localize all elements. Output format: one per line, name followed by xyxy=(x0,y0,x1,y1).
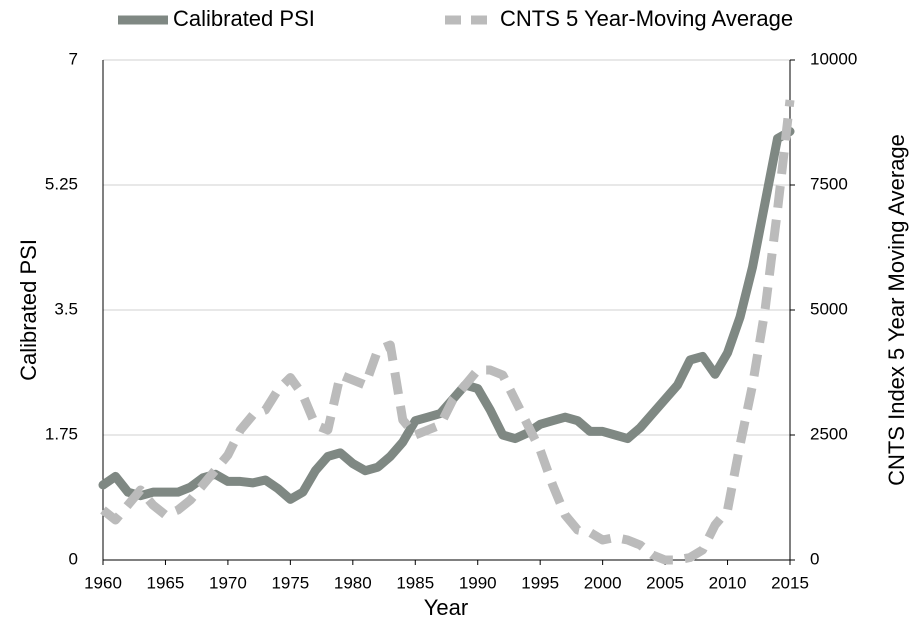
y-tick-label: 7 xyxy=(69,49,78,68)
legend-label: CNTS 5 Year-Moving Average xyxy=(500,6,793,31)
y-tick-label: 5.25 xyxy=(45,174,78,193)
y-tick-label: 0 xyxy=(69,549,78,568)
x-tick-label: 2015 xyxy=(771,573,809,592)
x-tick-label: 1975 xyxy=(271,573,309,592)
x-tick-label: 2000 xyxy=(584,573,622,592)
x-tick-label: 1980 xyxy=(334,573,372,592)
y2-tick-label: 0 xyxy=(810,549,819,568)
x-axis-label: Year xyxy=(424,595,468,620)
x-tick-label: 1965 xyxy=(147,573,185,592)
y2-tick-label: 10000 xyxy=(810,49,857,68)
y2-tick-label: 2500 xyxy=(810,424,848,443)
x-tick-label: 1960 xyxy=(84,573,122,592)
y2-tick-label: 7500 xyxy=(810,174,848,193)
y2-axis-label: CNTS Index 5 Year Moving Average xyxy=(884,134,909,486)
x-tick-label: 1990 xyxy=(459,573,497,592)
y-tick-label: 1.75 xyxy=(45,424,78,443)
legend-label: Calibrated PSI xyxy=(173,6,315,31)
x-tick-label: 2010 xyxy=(709,573,747,592)
y-axis-label: Calibrated PSI xyxy=(16,239,41,381)
x-tick-label: 2005 xyxy=(646,573,684,592)
y-tick-label: 3.5 xyxy=(54,299,78,318)
x-tick-label: 1970 xyxy=(209,573,247,592)
x-tick-label: 1985 xyxy=(396,573,434,592)
series-line xyxy=(100,99,795,565)
y2-tick-label: 5000 xyxy=(810,299,848,318)
x-tick-label: 1995 xyxy=(521,573,559,592)
series-line xyxy=(98,126,795,504)
